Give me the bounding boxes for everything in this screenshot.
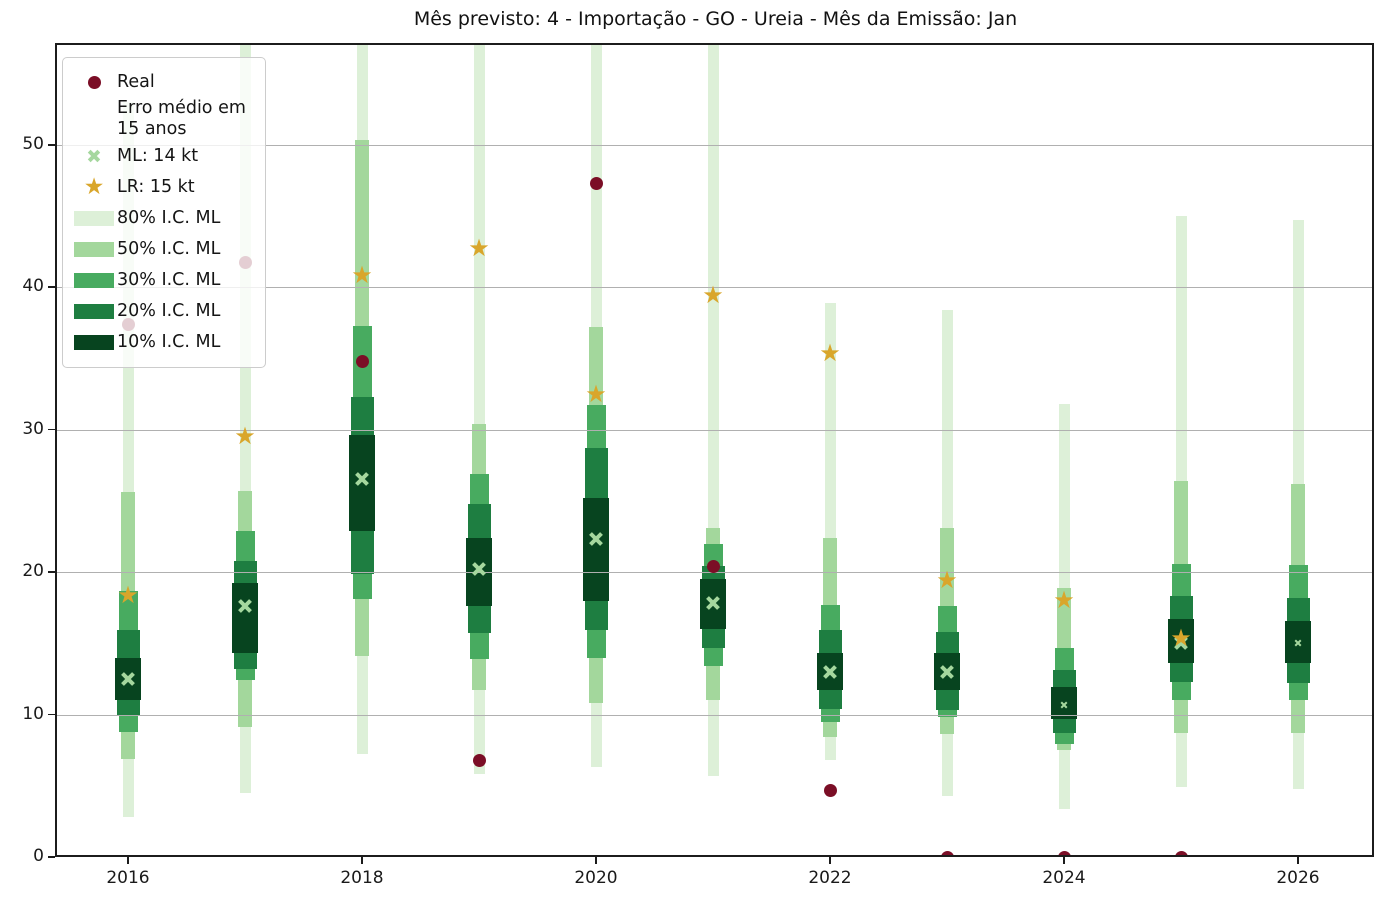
legend: Real Erro médio em 15 anos ML: 14 kt ★ LR: 1… xyxy=(62,57,266,368)
chart-title: Mês previsto: 4 - Importação - GO - Urei… xyxy=(413,8,1018,30)
legend-row-5: 50% I.C. ML xyxy=(71,234,257,265)
legend-label: ML: 14 kt xyxy=(117,145,199,166)
x-tick-label-2022: 2022 xyxy=(808,868,852,888)
ci-band-10-2018 xyxy=(349,435,375,531)
grid-line-40 xyxy=(57,287,1372,289)
real-dot-2021 xyxy=(706,559,720,573)
legend-marker-dot-icon xyxy=(71,76,117,89)
ml-x-marker-2025 xyxy=(1173,635,1189,651)
legend-marker-patch10-icon xyxy=(71,334,117,350)
legend-row-4: 80% I.C. ML xyxy=(71,203,257,234)
ml-x-marker-2026 xyxy=(1294,639,1302,647)
legend-row-0: Real xyxy=(71,67,257,98)
legend-row-8: 10% I.C. ML xyxy=(71,327,257,358)
y-tick-mark-40 xyxy=(48,286,55,288)
real-dot-2024 xyxy=(1057,850,1071,855)
real-dot-2023 xyxy=(940,850,954,855)
x-tick-mark-2022 xyxy=(829,857,831,864)
legend-marker-patch30-icon xyxy=(71,272,117,288)
ci-band-80-2022 xyxy=(824,302,836,761)
x-tick-label-2020: 2020 xyxy=(574,868,618,888)
ml-x-marker-2016 xyxy=(120,671,136,687)
legend-label: 30% I.C. ML xyxy=(117,269,221,290)
x-tick-mark-2020 xyxy=(595,857,597,864)
ci-band-10-2020 xyxy=(583,498,609,601)
legend-row-3: ★ LR: 15 kt xyxy=(71,172,257,203)
ci-band-80-2019 xyxy=(473,45,485,775)
x-tick-label-2026: 2026 xyxy=(1276,868,1320,888)
y-tick-mark-10 xyxy=(48,713,55,716)
ml-x-marker-2017 xyxy=(237,598,253,614)
legend-label: 10% I.C. ML xyxy=(117,331,221,352)
y-tick-mark-30 xyxy=(48,428,55,431)
x-tick-mark-2026 xyxy=(1297,857,1299,864)
legend-marker-patch80-icon xyxy=(71,210,117,226)
legend-marker-patch20-icon xyxy=(71,303,117,319)
real-dot-2022 xyxy=(823,783,837,797)
legend-row-2: ML: 14 kt xyxy=(71,141,257,172)
grid-line-10 xyxy=(57,714,1372,716)
ci-band-80-2021 xyxy=(707,45,719,776)
y-tick-label-40: 40 xyxy=(22,276,44,297)
legend-label: Erro médio em 15 anos xyxy=(117,98,246,140)
lr-star-marker-2024: ★ xyxy=(1053,585,1075,614)
lr-star-marker-2019: ★ xyxy=(468,233,490,262)
ml-x-marker-2018 xyxy=(354,471,370,487)
legend-label: 80% I.C. ML xyxy=(117,207,221,228)
ci-band-10-2017 xyxy=(232,583,258,654)
real-dot-2018 xyxy=(355,354,369,368)
lr-star-marker-2022: ★ xyxy=(819,339,841,368)
lr-star-marker-2018: ★ xyxy=(351,260,373,289)
ci-band-10-2024 xyxy=(1051,687,1077,719)
grid-line-30 xyxy=(57,429,1372,431)
y-tick-label-50: 50 xyxy=(22,133,44,154)
legend-label: 20% I.C. ML xyxy=(117,300,221,321)
ci-band-80-2016 xyxy=(122,101,134,818)
ml-x-marker-2021 xyxy=(705,595,721,611)
ml-x-marker-2019 xyxy=(471,561,487,577)
x-tick-label-2018: 2018 xyxy=(340,868,384,888)
y-tick-mark-0 xyxy=(48,856,55,858)
legend-row-7: 20% I.C. ML xyxy=(71,296,257,327)
ml-x-marker-2023 xyxy=(939,664,955,680)
y-tick-mark-20 xyxy=(48,571,55,573)
y-tick-label-10: 10 xyxy=(22,703,44,724)
y-tick-label-20: 20 xyxy=(22,561,44,582)
ml-x-marker-2024 xyxy=(1060,701,1068,709)
x-tick-mark-2016 xyxy=(127,857,129,864)
real-dot-2025 xyxy=(1174,850,1188,855)
lr-star-marker-2025: ★ xyxy=(1170,624,1192,653)
ci-band-10-2026 xyxy=(1285,620,1311,664)
ci-band-80-2017 xyxy=(239,45,251,793)
lr-star-marker-2017: ★ xyxy=(234,421,256,450)
legend-marker-x-icon xyxy=(71,149,117,163)
legend-row-1: Erro médio em 15 anos xyxy=(71,98,257,141)
real-dot-2020 xyxy=(589,176,603,190)
y-tick-label-0: 0 xyxy=(33,846,44,866)
ml-x-marker-2022 xyxy=(822,664,838,680)
y-tick-label-30: 30 xyxy=(22,418,44,439)
legend-label: LR: 15 kt xyxy=(117,176,195,197)
legend-label: 50% I.C. ML xyxy=(117,238,221,259)
legend-marker-star-icon: ★ xyxy=(83,173,105,200)
grid-line-50 xyxy=(57,144,1372,146)
y-tick-mark-50 xyxy=(48,143,55,146)
lr-star-marker-2020: ★ xyxy=(585,380,607,409)
ml-x-marker-2020 xyxy=(588,531,604,547)
x-tick-mark-2024 xyxy=(1063,857,1065,864)
lr-star-marker-2023: ★ xyxy=(936,565,958,594)
x-tick-label-2024: 2024 xyxy=(1042,868,1086,888)
lr-star-marker-2016: ★ xyxy=(117,581,139,610)
legend-marker-patch50-icon xyxy=(71,241,117,257)
x-tick-mark-2018 xyxy=(361,857,363,864)
real-dot-2019 xyxy=(472,753,486,767)
lr-star-marker-2021: ★ xyxy=(702,280,724,309)
x-tick-label-2016: 2016 xyxy=(106,868,150,888)
legend-row-6: 30% I.C. ML xyxy=(71,265,257,296)
legend-label: Real xyxy=(117,71,155,92)
